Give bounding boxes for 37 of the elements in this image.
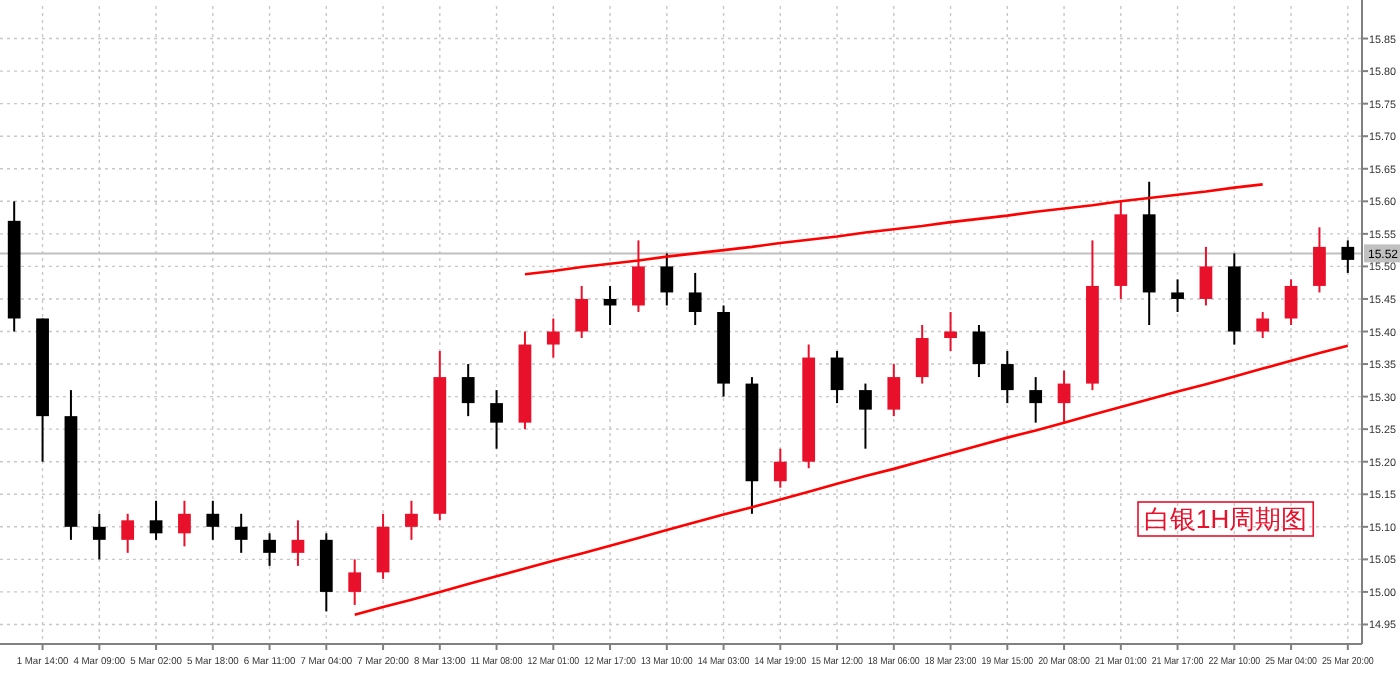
- candlestick: [490, 389, 503, 450]
- candlestick: [1000, 350, 1014, 405]
- candlestick: [121, 512, 135, 554]
- candlestick: [915, 324, 929, 385]
- line-series: [523, 183, 1264, 276]
- candlestick: [859, 382, 872, 450]
- candlestick: [1171, 278, 1184, 313]
- candlestick: [1256, 310, 1270, 340]
- candlestick: [1313, 226, 1326, 294]
- candlestick: [944, 310, 957, 353]
- candlestick: [291, 519, 305, 567]
- candlestick: [149, 499, 163, 541]
- candlestick: [1341, 239, 1355, 274]
- candlestick: [348, 558, 362, 606]
- candlestick: [92, 512, 106, 561]
- candlestick: [263, 532, 276, 567]
- line-series: [353, 344, 1350, 616]
- candlestick: [660, 252, 674, 307]
- candlestick: [1199, 245, 1213, 307]
- candlestick: [972, 324, 986, 379]
- candlestick: [546, 317, 560, 359]
- candlestick: [178, 499, 191, 548]
- candlestick: [1284, 278, 1298, 326]
- candlestick: [234, 512, 248, 554]
- candlestick: [461, 363, 475, 418]
- candlestick: [1029, 376, 1043, 424]
- candlestick: [773, 447, 787, 489]
- annotation: 白银1H周期图: [1144, 504, 1308, 534]
- candlestick: [830, 350, 844, 405]
- candlestick: [206, 499, 220, 541]
- candlestick: [376, 512, 390, 580]
- candlestick: [632, 239, 645, 313]
- candlestick: [688, 271, 702, 326]
- candlestick: [405, 499, 418, 541]
- candlestick: [1057, 369, 1071, 424]
- candlestick: [887, 363, 901, 418]
- candlestick: [575, 284, 589, 340]
